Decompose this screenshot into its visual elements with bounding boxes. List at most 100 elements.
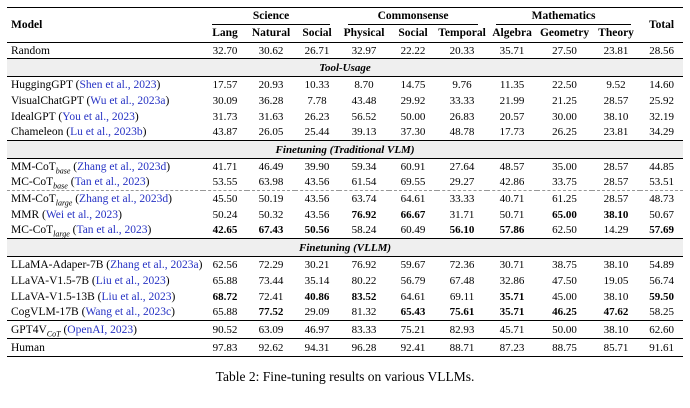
citation-link[interactable]: Wei et al., 2023 [45,208,119,221]
citation-link[interactable]: Zhang et al., 2023d [79,192,169,205]
model-subscript: CoT [46,328,61,338]
model-subscript: base [55,166,71,176]
section-band-row: Finetuning (Traditional VLM) [7,140,684,159]
score-cell: 48.73 [649,192,674,205]
table-row: IdealGPT (You et al., 2023) 31.73 31.63 26.… [7,109,683,125]
score-cell: 56.10 [449,224,475,237]
score-cell: 72.41 [258,290,284,303]
score-cell: 29.92 [400,94,426,107]
model-subscript: base [53,181,68,191]
score-cell: 63.09 [247,320,295,339]
model-name: MC-CoT [11,224,54,237]
score-cell: 67.48 [449,274,475,287]
model-cell: Chameleon (Lu et al., 2023b) [11,126,147,139]
score-cell: 38.75 [552,258,577,271]
score-cell: 62.56 [212,258,238,271]
score-cell: 43.48 [351,94,377,107]
score-cell: 31.71 [449,208,475,221]
score-cell: 32.97 [351,44,377,57]
citation-link[interactable]: You et al., 2023 [62,110,135,123]
score-cell: 53.55 [203,174,247,191]
citation-link[interactable]: Zhang et al., 2023d [77,160,167,173]
citation-link[interactable]: Liu et al., 2023 [95,274,166,287]
score-cell: 23.81 [603,126,629,139]
citation-link[interactable]: Wang et al., 2023c [85,306,172,319]
score-cell: 38.10 [603,290,629,303]
model-name: VisualChatGPT [11,94,84,107]
score-cell: 57.86 [499,224,525,237]
score-cell: 38.10 [603,110,629,123]
score-cell: 50.71 [499,208,525,221]
citation-link[interactable]: Lu et al., 2023b [70,126,143,139]
model-cell: LLaMA-Adaper-7B (Zhang et al., 2023a) [11,258,203,271]
score-cell: 92.41 [389,338,438,357]
score-cell: 14.75 [400,78,426,91]
score-cell: 42.65 [212,224,238,237]
score-cell: 20.93 [258,78,284,91]
score-cell: 14.60 [649,78,674,91]
results-table: Model Science Commonsense Mathematics To… [7,7,684,357]
score-cell: 81.32 [351,306,377,319]
model-name: CogVLM-17B [11,306,79,319]
model-cell: IdealGPT (You et al., 2023) [11,110,139,123]
section-band-label: Finetuning (VLLM) [7,238,684,257]
score-cell: 65.88 [212,306,238,319]
score-cell: 28.57 [603,160,629,173]
score-cell: 38.10 [603,258,629,271]
table-row: Chameleon (Lu et al., 2023b) 43.87 26.05 25… [7,125,683,141]
table-row: GPT4VCoT (OpenAI, 2023) 90.52 63.09 46.97 83… [7,320,684,339]
score-cell: 43.56 [295,174,340,191]
model-name: Human [11,341,45,354]
citation-link[interactable]: Zhang et al., 2023a [110,258,199,271]
model-name: LLaVA-V1.5-7B [11,274,90,287]
score-cell: 32.86 [499,274,525,287]
score-cell: 53.51 [640,174,684,191]
score-cell: 69.55 [389,174,438,191]
column-header-theory: Theory [592,25,641,43]
score-cell: 28.56 [649,44,674,57]
score-cell: 46.25 [552,306,577,319]
score-cell: 31.63 [258,110,284,123]
score-cell: 88.75 [537,338,593,357]
score-cell: 23.81 [603,44,629,57]
table-row: Human 97.83 92.62 94.31 96.28 92.41 88.71 87.23… [7,338,684,357]
table-row: MM-CoTbase (Zhang et al., 2023d) 41.71 46.… [7,159,683,175]
citation-link[interactable]: Shen et al., 2023 [79,78,157,91]
table-row: LLaMA-Adaper-7B (Zhang et al., 2023a) 62.… [7,257,683,273]
score-cell: 57.69 [649,224,674,237]
citation-link[interactable]: Liu et al., 2023 [101,290,172,303]
score-cell: 46.49 [258,160,284,173]
citation-link[interactable]: OpenAI, 2023 [67,323,134,336]
score-cell: 47.50 [552,274,577,287]
score-cell: 72.29 [258,258,284,271]
score-cell: 48.78 [449,126,475,139]
score-cell: 25.44 [304,126,330,139]
model-name: LLaMA-Adaper-7B [11,258,104,271]
score-cell: 32.70 [212,44,238,57]
column-header-total: Total [640,7,684,43]
score-cell: 63.74 [351,192,377,205]
score-cell: 22.50 [552,78,577,91]
model-name: MMR [11,208,40,221]
column-group-commonsense: Commonsense [339,8,487,26]
table-row: Random 32.70 30.62 26.71 32.97 22.22 20.33 35.7… [7,43,683,59]
score-cell: 9.52 [606,78,626,91]
citation-link[interactable]: Tan et al., 2023 [76,224,148,237]
score-cell: 50.67 [649,208,674,221]
score-cell: 90.52 [203,320,247,339]
score-cell: 59.50 [649,290,674,303]
score-cell: 73.44 [258,274,284,287]
score-cell: 20.33 [449,44,475,57]
model-cell: MM-CoTlarge (Zhang et al., 2023d) [11,192,172,208]
column-group-mathematics: Mathematics [487,8,640,26]
column-header-geometry: Geometry [537,25,593,43]
citation-link[interactable]: Tan et al., 2023 [74,176,146,189]
score-cell: 45.00 [552,290,577,303]
score-cell: 17.57 [212,78,238,91]
score-cell: 30.09 [212,94,238,107]
score-cell: 58.25 [649,306,674,319]
score-cell: 65.00 [552,208,577,221]
citation-link[interactable]: Wu et al., 2023a [90,94,166,107]
score-cell: 91.61 [640,338,684,357]
score-cell: 66.67 [400,208,426,221]
